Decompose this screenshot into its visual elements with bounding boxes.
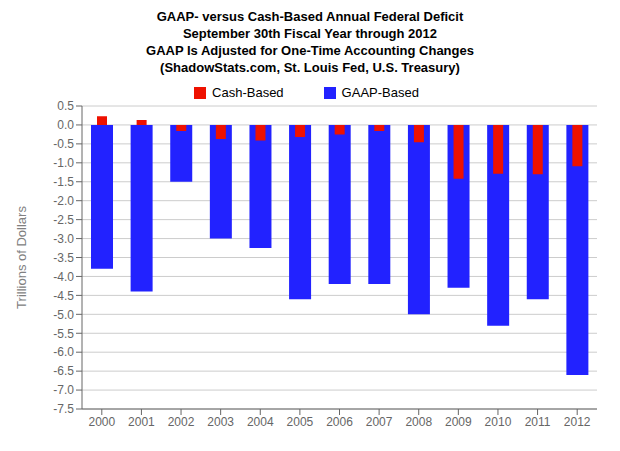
html-text:GAAP- versus Cash-Based Annual: GAAP- versus Cash-Based Annual Federal D…: [156, 9, 464, 24]
svg-text:2004: 2004: [247, 415, 274, 429]
svg-text:-4.0: -4.0: [53, 270, 74, 284]
svg-text:2002: 2002: [168, 415, 195, 429]
svg-text:2000: 2000: [88, 415, 115, 429]
svg-text:2006: 2006: [326, 415, 353, 429]
svg-text:-3.5: -3.5: [53, 251, 74, 265]
html-text:(ShadowStats.com, St. Louis Fe: (ShadowStats.com, St. Louis Fed, U.S. Tr…: [160, 60, 460, 75]
svg-text:2012: 2012: [564, 415, 591, 429]
svg-text:-7.0: -7.0: [53, 383, 74, 397]
svg-text:2001: 2001: [128, 415, 155, 429]
svg-text:Trillions of Dollars: Trillions of Dollars: [14, 206, 29, 309]
svg-text:2010: 2010: [485, 415, 512, 429]
svg-text:-6.5: -6.5: [53, 364, 74, 378]
html-text:GAAP Is Adjusted for One-Time: GAAP Is Adjusted for One-Time Accounting…: [146, 43, 474, 58]
svg-text:0.5: 0.5: [57, 99, 74, 113]
svg-text:2009: 2009: [445, 415, 472, 429]
svg-text:-1.0: -1.0: [53, 156, 74, 170]
svg-text:-5.0: -5.0: [53, 308, 74, 322]
svg-text:-7.5: -7.5: [53, 402, 74, 416]
svg-text:-3.0: -3.0: [53, 232, 74, 246]
svg-text:-0.5: -0.5: [53, 137, 74, 151]
svg-text:2011: 2011: [525, 415, 551, 429]
svg-text:0.0: 0.0: [57, 118, 74, 132]
svg-text:-6.0: -6.0: [53, 345, 74, 359]
svg-text:-2.5: -2.5: [53, 213, 74, 227]
html-text:Cash-Based: Cash-Based: [212, 85, 284, 100]
html-text:September 30th Fiscal Year thr: September 30th Fiscal Year through 2012: [183, 26, 437, 41]
svg-text:-4.5: -4.5: [53, 289, 74, 303]
svg-text:-1.5: -1.5: [53, 175, 74, 189]
svg-text:-5.5: -5.5: [53, 327, 74, 341]
svg-text:2008: 2008: [405, 415, 432, 429]
svg-text:2007: 2007: [366, 415, 393, 429]
svg-text:2005: 2005: [287, 415, 314, 429]
svg-text:2003: 2003: [207, 415, 234, 429]
html-text:GAAP-Based: GAAP-Based: [341, 85, 419, 100]
svg-text:-2.0: -2.0: [53, 194, 74, 208]
